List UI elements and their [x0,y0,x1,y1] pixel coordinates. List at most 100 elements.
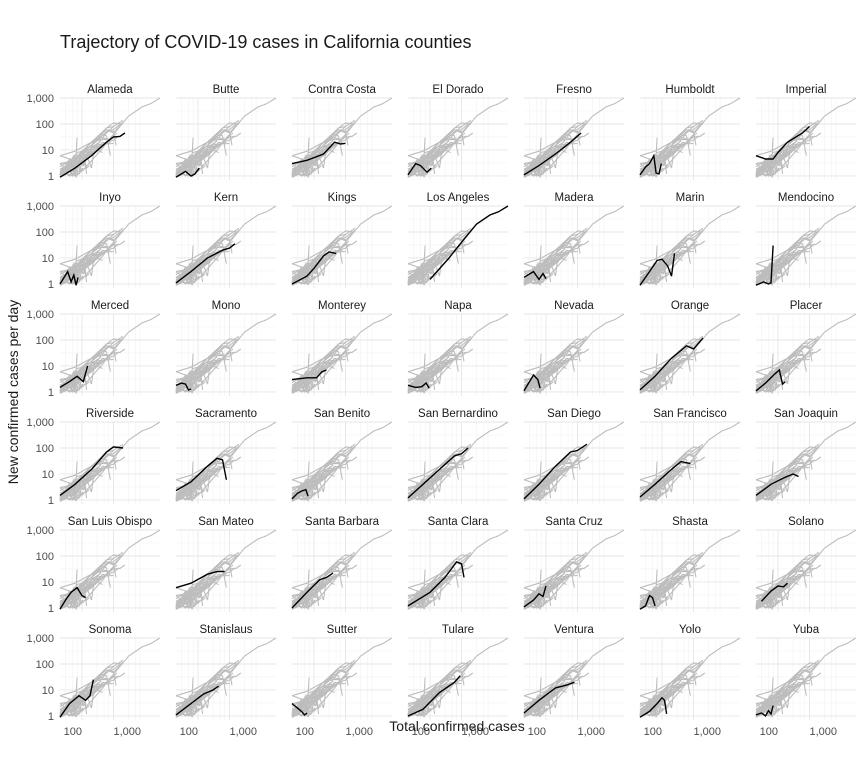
series-line-other [661,529,741,604]
x-tick-label: 100 [180,726,198,738]
panel-ventura: Ventura 100 1,000 [523,624,625,738]
series-line-other [59,680,102,717]
series-line-other [291,140,334,177]
series-line-placer [755,368,786,392]
series-line-other [755,588,784,610]
panel-title: San Luis Obispo [68,516,152,528]
series-line-other [755,253,799,284]
y-tick-label: 1,000 [26,309,54,321]
series-line-other [523,165,542,177]
series-line-other [59,480,88,502]
series-line-other [523,679,573,697]
series-line-other [59,361,103,392]
panel-title: Sacramento [195,408,257,420]
series-line-other [755,681,807,714]
series-line-other [291,571,341,589]
series-line-other [755,685,799,716]
panel-sonoma: Sonoma 1 10 100 1,000 100 1,000 [26,624,161,738]
series-line-other [429,421,509,496]
panel-title: Mendocino [778,192,834,204]
series-line-other [639,248,682,285]
series-line-other [59,679,109,697]
series-line-other [661,97,741,172]
y-tick-label: 10 [42,577,54,589]
series-line-marin [639,253,676,286]
series-line-other [59,696,88,718]
series-line-other [523,141,575,174]
series-line-monterey [291,369,327,381]
series-line-san-francisco [639,460,691,498]
series-line-inyo [59,269,79,286]
series-line-other [175,679,225,697]
panel-title: Humboldt [665,84,715,96]
series-line-other [755,680,798,717]
series-line-yuba [755,705,774,718]
x-tick-label: 100 [296,726,314,738]
series-line-other [639,141,691,174]
series-line-other [291,381,310,393]
series-line-other [777,421,857,496]
panel-title: Los Angeles [427,192,490,204]
series-line-other [545,205,625,280]
panel-alameda: Alameda 1 10 100 1,000 [26,84,161,183]
series-line-other [407,588,436,610]
series-line-other [523,247,573,265]
panel-title: San Bernardino [418,408,498,420]
panel-stanislaus: Stanislaus 100 1,000 [175,624,277,738]
series-line-other [523,469,567,500]
series-line-other [407,361,451,392]
series-line-other [777,205,857,280]
series-line-other [523,685,567,716]
series-line-other [545,97,625,172]
y-tick-label: 1 [48,387,54,399]
panel-orange: Orange [639,300,741,396]
panel-title: San Mateo [198,516,254,528]
series-line-other [175,356,218,393]
series-line-other [639,249,691,282]
series-line-other [175,573,227,606]
series-line-other [755,357,807,390]
y-tick-label: 100 [36,335,54,347]
x-axis-title: Total confirmed cases [389,718,524,734]
panel-el-dorado: El Dorado [407,84,509,180]
series-line-other [407,372,436,394]
series-line-other [755,597,774,609]
series-line-el-dorado [407,162,432,176]
series-line-other [59,573,111,606]
series-line-kings [291,251,337,285]
series-line-other [755,463,805,481]
series-line-other [175,355,225,373]
series-line-other [313,313,393,388]
series-line-other [407,573,459,606]
series-line-stanislaus [175,685,219,716]
series-line-other [313,529,393,604]
series-line-other [523,571,573,589]
series-line-other [175,361,219,392]
series-line-santa-cruz [523,585,547,608]
series-line-san-joaquin [755,473,799,496]
x-tick-label: 100 [528,726,546,738]
series-line-other [755,264,784,286]
series-line-san-luis-obispo [59,586,86,610]
series-line-other [523,572,566,609]
series-line-other [429,529,509,604]
panel-nevada: Nevada [523,300,625,396]
panel-title: Sutter [327,624,358,636]
panel-san-benito: San Benito [291,408,393,504]
panel-placer: Placer [755,300,857,396]
series-line-other [755,572,798,609]
series-line-other [407,685,451,716]
series-line-other [59,597,78,609]
series-line-other [639,145,683,176]
panel-contra-costa: Contra Costa [291,84,393,180]
series-line-other [291,357,343,390]
series-line-other [59,469,103,500]
series-line-other [291,156,320,178]
series-line-other [661,421,741,496]
series-line-other [291,465,343,498]
series-line-other [291,463,341,481]
series-line-other [291,588,320,610]
panel-title: Yolo [679,624,701,636]
y-tick-label: 1 [48,171,54,183]
